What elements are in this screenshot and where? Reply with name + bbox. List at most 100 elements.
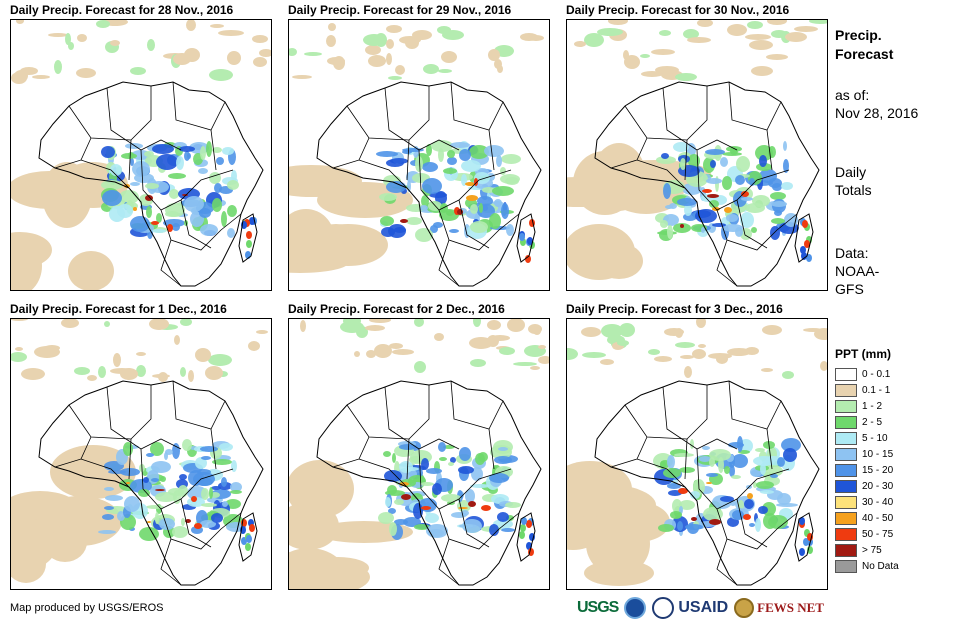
precip-area xyxy=(447,157,457,165)
country-border xyxy=(736,498,768,548)
precip-area xyxy=(104,487,114,491)
precip-area xyxy=(414,361,426,373)
precip-area xyxy=(128,152,134,158)
precip-area xyxy=(470,359,486,367)
legend-swatch xyxy=(835,367,857,381)
precip-area xyxy=(736,156,750,172)
country-border xyxy=(684,438,688,480)
country-border xyxy=(106,386,182,450)
precip-area xyxy=(687,37,711,43)
country-border xyxy=(128,438,132,480)
country-border xyxy=(140,448,234,510)
precip-area xyxy=(187,153,191,159)
precip-area xyxy=(110,164,122,176)
precip-area xyxy=(222,501,228,507)
country-border xyxy=(346,385,430,440)
precip-area xyxy=(21,368,45,380)
precip-area xyxy=(230,490,242,494)
precip-area xyxy=(665,205,673,209)
precip-area xyxy=(710,160,716,168)
precip-area xyxy=(745,34,771,40)
precip-area xyxy=(677,198,697,206)
precip-area xyxy=(755,518,761,532)
precip-area xyxy=(758,506,768,514)
heavy-precip xyxy=(466,195,478,201)
usaid-logo: USAID xyxy=(678,599,729,616)
panel-title: Daily Precip. Forecast for 30 Nov., 2016 xyxy=(566,3,790,17)
precip-area xyxy=(155,512,159,524)
precip-area xyxy=(716,354,728,364)
dry-area xyxy=(11,171,91,209)
precip-area xyxy=(703,507,723,521)
precip-area xyxy=(156,154,178,170)
precip-area xyxy=(761,368,773,372)
country-border xyxy=(358,137,370,161)
heavy-precip xyxy=(145,195,153,201)
country-border xyxy=(450,380,504,430)
precip-map xyxy=(566,19,828,291)
precip-area xyxy=(386,25,402,33)
precip-area xyxy=(399,461,413,473)
precip-area xyxy=(766,54,788,60)
country-border xyxy=(160,239,182,287)
precip-area xyxy=(206,141,212,157)
precip-area xyxy=(104,321,110,327)
precip-area xyxy=(684,366,692,378)
precip-area xyxy=(751,66,773,76)
dry-area xyxy=(68,251,114,290)
precip-area xyxy=(494,456,512,464)
legend-swatch xyxy=(835,399,857,413)
precip-area xyxy=(809,20,827,24)
precip-area xyxy=(227,180,239,190)
precip-area xyxy=(520,524,526,532)
precip-area xyxy=(724,466,730,474)
precip-area xyxy=(383,451,391,457)
precip-area xyxy=(178,485,188,497)
precip-area xyxy=(684,204,692,216)
precip-area xyxy=(230,482,242,492)
precip-area xyxy=(675,73,697,81)
precip-area xyxy=(395,65,405,75)
precip-area xyxy=(124,496,140,512)
legend-label: 10 - 15 xyxy=(862,448,894,460)
precip-area xyxy=(151,461,171,473)
precip-area xyxy=(753,482,757,488)
dry-area xyxy=(289,552,350,589)
legend-item: 0 - 0.1 xyxy=(835,366,899,382)
precip-area xyxy=(482,205,488,211)
precip-area xyxy=(227,228,235,238)
legend-item: 2 - 5 xyxy=(835,414,899,430)
heavy-precip xyxy=(400,219,408,223)
country-border xyxy=(418,448,512,510)
precip-area xyxy=(697,20,713,27)
country-border xyxy=(68,86,152,141)
precip-area xyxy=(800,246,806,254)
legend-item: 1 - 2 xyxy=(835,398,899,414)
precip-area xyxy=(538,356,549,364)
precip-area xyxy=(525,255,531,263)
precip-area xyxy=(246,240,252,248)
precip-map xyxy=(10,19,272,291)
precip-area xyxy=(77,34,87,42)
precip-area xyxy=(767,20,787,25)
precip-area xyxy=(735,175,745,185)
daily-totals: Daily Totals xyxy=(835,164,872,198)
precip-area xyxy=(426,144,432,156)
precip-area xyxy=(246,231,252,239)
precip-area xyxy=(513,362,537,366)
precip-area xyxy=(494,59,502,69)
legend-item: 50 - 75 xyxy=(835,526,899,542)
precip-area xyxy=(125,143,143,149)
precip-area xyxy=(690,491,700,499)
heavy-precip xyxy=(458,507,468,509)
precip-area xyxy=(783,159,789,173)
precip-area xyxy=(709,200,719,208)
country-border xyxy=(332,159,408,189)
country-border xyxy=(106,87,182,151)
precip-area xyxy=(723,224,743,232)
precip-area xyxy=(168,173,186,179)
country-border xyxy=(662,386,738,450)
precip-area xyxy=(98,366,106,378)
noaa-logo-icon xyxy=(624,597,647,619)
precip-area xyxy=(501,528,515,532)
